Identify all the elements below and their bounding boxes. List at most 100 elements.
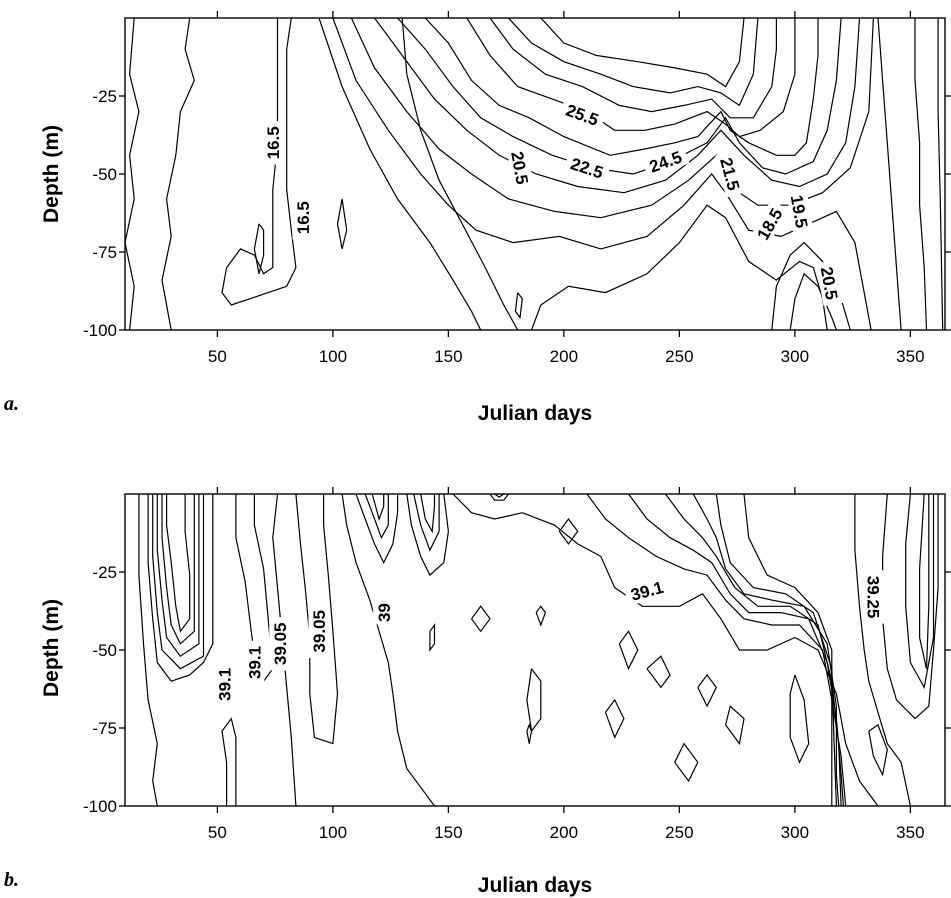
y-tick-label: -100 — [83, 797, 117, 816]
contour-line — [364, 494, 389, 540]
panel-a-xlabel: Julian days — [478, 402, 592, 425]
contour-line — [166, 494, 191, 633]
contour-line — [147, 494, 214, 682]
contour-line — [526, 723, 533, 744]
svg-text:22.5: 22.5 — [568, 154, 605, 182]
contour-line — [471, 605, 491, 633]
contour-line — [618, 630, 639, 671]
contour-line — [420, 494, 436, 534]
contour-line — [868, 723, 888, 777]
contour-line — [586, 494, 847, 806]
contour-label: 21.5 — [715, 150, 747, 198]
contour-line — [877, 18, 902, 330]
y-tick-label: -100 — [83, 321, 117, 340]
contour-line — [295, 494, 339, 745]
x-tick-label: 200 — [550, 823, 578, 842]
svg-text:16.5: 16.5 — [264, 126, 283, 159]
x-tick-label: 250 — [665, 823, 693, 842]
contour-line — [914, 18, 928, 330]
contour-line — [125, 18, 140, 330]
y-tick-label: -25 — [92, 563, 117, 582]
svg-text:21.5: 21.5 — [716, 156, 743, 193]
contour-line — [905, 494, 935, 690]
contour-line — [318, 18, 482, 330]
contour-line — [604, 698, 625, 739]
x-tick-label: 50 — [208, 347, 227, 366]
contour-line — [937, 18, 944, 330]
x-tick-label: 50 — [208, 823, 227, 842]
panel-a: 50 100 150 200 250 300 350 -25 -50 -75 -100 25.5 24.… — [4, 11, 951, 425]
svg-text:25.5: 25.5 — [563, 101, 601, 130]
contour-label: 22.5 — [563, 151, 611, 184]
contour-line — [743, 494, 833, 806]
contour-line — [725, 705, 745, 746]
plot-area-a: 50 100 150 200 250 300 350 -25 -50 -75 -100 25.5 24.… — [83, 11, 951, 366]
contour-line — [514, 292, 523, 320]
contour-line — [429, 623, 436, 652]
x-tick-label: 250 — [665, 347, 693, 366]
x-tick-label: 100 — [319, 347, 347, 366]
contour-label: 19.5 — [786, 188, 814, 235]
contour-label: 39.1 — [213, 662, 234, 707]
contour-line — [674, 742, 699, 783]
contour-line — [526, 668, 542, 733]
contour-label: 39.25 — [863, 570, 884, 624]
contour-lines-b — [138, 494, 939, 806]
x-tick-label: 150 — [434, 823, 462, 842]
contour-line — [489, 18, 777, 119]
contour-line — [424, 18, 819, 156]
panel-b-xlabel: Julian days — [478, 874, 592, 897]
x-tick-label: 150 — [434, 347, 462, 366]
contour-line — [397, 18, 842, 175]
contour-line — [138, 494, 158, 806]
contour-line — [336, 198, 348, 250]
svg-text:39.1: 39.1 — [629, 578, 666, 605]
contour-line — [401, 18, 519, 330]
contour-line — [152, 494, 205, 670]
panel-b: 50 100 150 200 250 300 350 -25 -50 -75 -100 39.1 39.… — [4, 487, 951, 897]
contour-line — [882, 494, 939, 720]
y-tick-label: -75 — [92, 719, 117, 738]
contour-line — [156, 494, 200, 658]
contour-line — [919, 494, 930, 669]
x-tick-label: 200 — [550, 347, 578, 366]
contour-line — [646, 655, 671, 689]
contour-line — [540, 18, 745, 88]
contour-line — [558, 517, 579, 545]
contour-line — [371, 494, 385, 521]
svg-text:39.1: 39.1 — [215, 668, 234, 701]
contour-line — [406, 494, 450, 577]
contour-line — [854, 494, 911, 806]
contour-label: 18.5 — [749, 199, 789, 248]
contour-line — [535, 605, 547, 627]
x-tick-label: 100 — [319, 823, 347, 842]
y-tick-label: -75 — [92, 243, 117, 262]
contour-label: 16.5 — [262, 121, 283, 165]
x-tick-label: 300 — [781, 823, 809, 842]
svg-text:39.25: 39.25 — [863, 576, 882, 619]
contour-line — [494, 494, 505, 498]
contour-line — [413, 494, 440, 552]
x-tick-label: 300 — [781, 347, 809, 366]
x-tick-label: 350 — [896, 347, 924, 366]
y-tick-label: -25 — [92, 87, 117, 106]
x-tick-label: 350 — [896, 823, 924, 842]
panel-a-letter: a. — [4, 393, 19, 415]
contour-line — [489, 494, 509, 501]
contour-line — [161, 18, 195, 330]
panel-a-ylabel: Depth (m) — [40, 125, 63, 223]
contour-line — [355, 494, 399, 564]
contour-lines-a — [125, 18, 944, 330]
svg-text:39: 39 — [375, 603, 394, 622]
contour-line — [221, 717, 237, 806]
contour-line — [374, 18, 861, 194]
contour-line — [221, 18, 297, 306]
contour-label: 39 — [373, 600, 394, 625]
contour-line — [161, 494, 195, 645]
contour-label: 20.5 — [506, 144, 535, 191]
contour-line — [530, 204, 828, 330]
contour-line — [452, 494, 879, 806]
plot-area-b: 50 100 150 200 250 300 350 -25 -50 -75 -100 39.1 39.… — [83, 487, 951, 842]
panel-b-letter: b. — [4, 869, 19, 891]
y-tick-label: -50 — [92, 641, 117, 660]
